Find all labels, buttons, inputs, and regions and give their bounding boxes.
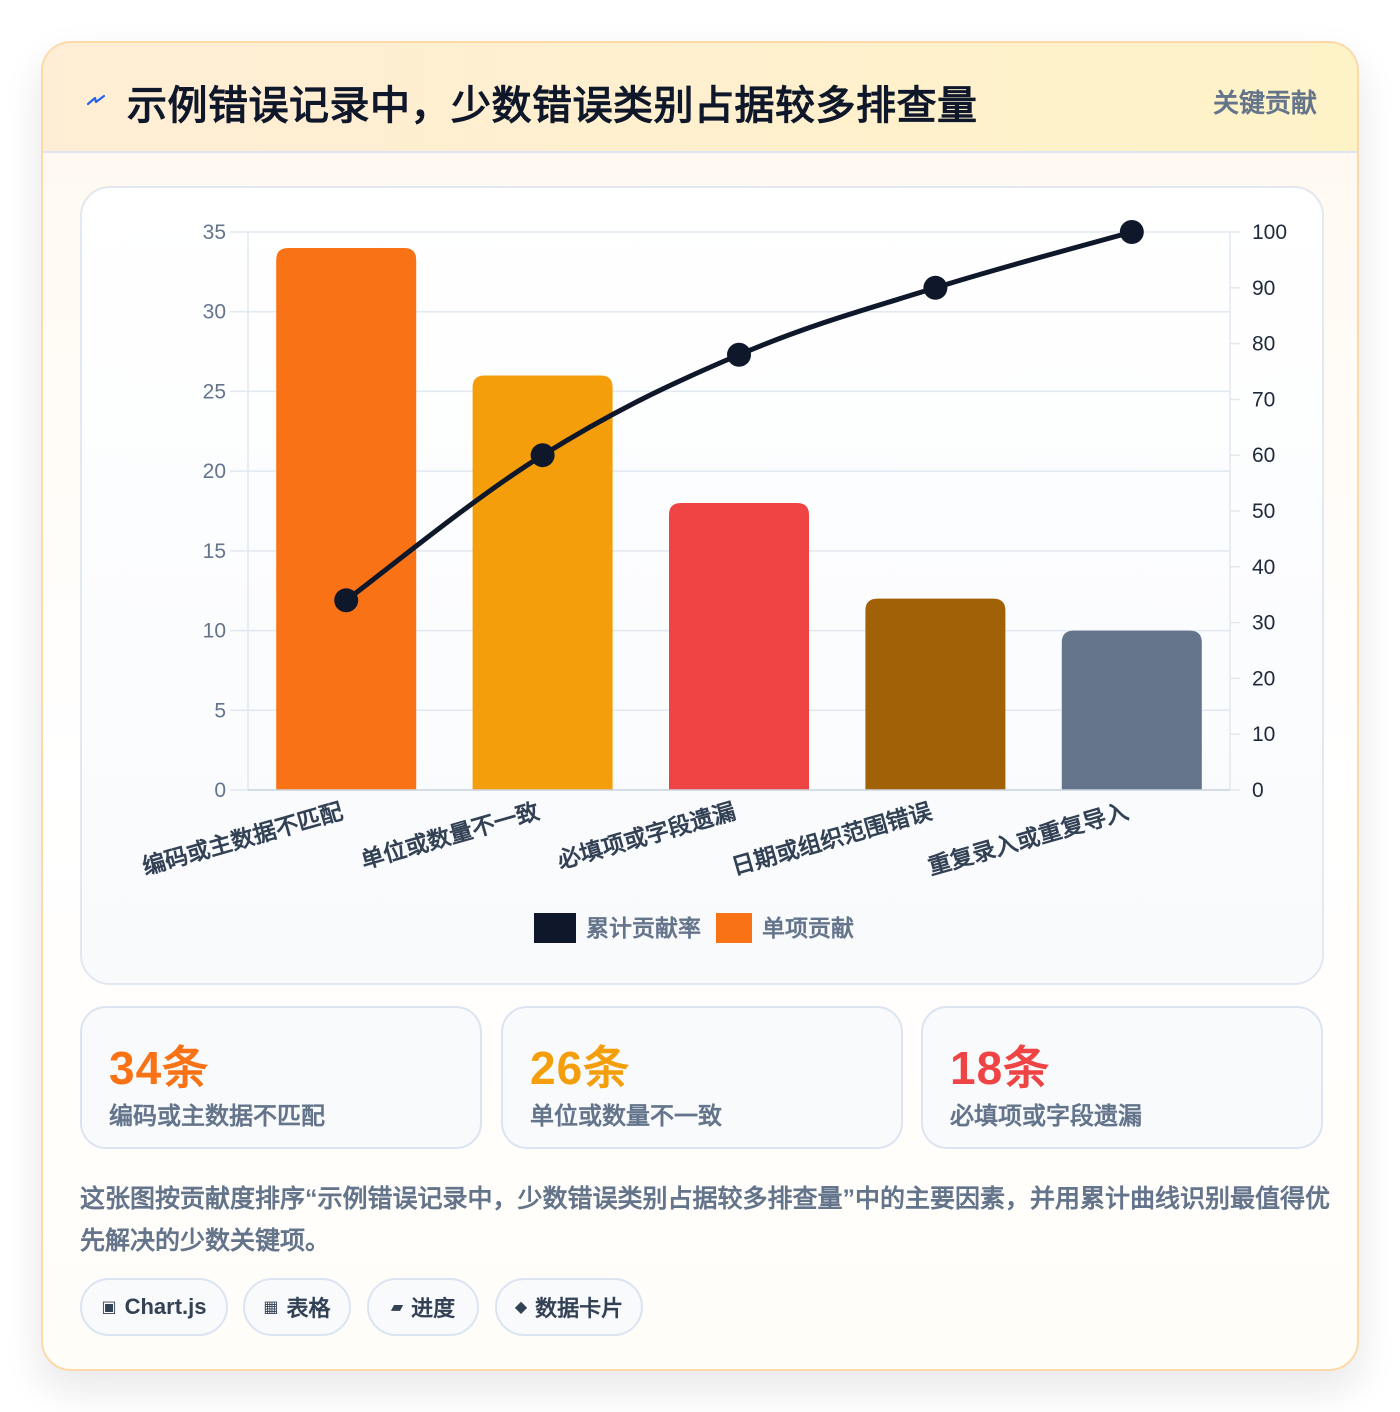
chart-icon: ▣ [101, 1299, 117, 1316]
y-right-tick-label: 10 [1252, 723, 1275, 746]
cumulative-point [923, 275, 948, 300]
y-right-tick-label: 0 [1252, 779, 1264, 802]
chart-description: 这张图按贡献度排序“示例错误记录中，少数错误类别占据较多排查量”中的主要因素，并… [80, 1185, 1331, 1255]
y-left-tick-label: 35 [203, 221, 226, 244]
legend-swatch [534, 913, 576, 943]
y-left-tick-label: 25 [203, 380, 226, 403]
legend-label: 单项贡献 [762, 915, 854, 941]
y-left-tick-label: 15 [203, 540, 226, 563]
stat-value: 26条 [530, 1042, 631, 1094]
y-right-tick-label: 50 [1252, 500, 1275, 523]
x-tick-label: 必填项或字段遗漏 [554, 798, 738, 874]
diamond-icon: ◆ [514, 1299, 528, 1316]
bar [1061, 630, 1202, 790]
stat-value: 34条 [109, 1042, 210, 1094]
x-tick-label: 重复录入或重复导入 [925, 798, 1131, 880]
y-right-tick-label: 80 [1252, 333, 1275, 356]
x-tick-label: 单位或数量不一致 [358, 798, 543, 874]
chip-data-card[interactable]: ◆ 数据卡片 [495, 1278, 643, 1336]
pareto-chart: 0 5 10 15 20 25 30 35 0 10 20 30 40 50 60 70 80 90 100 编码或主… [139, 220, 1287, 943]
y-left-tick-label: 10 [203, 620, 226, 643]
y-right-tick-label: 30 [1252, 612, 1275, 635]
cumulative-point [530, 443, 555, 468]
lightning-icon [86, 94, 106, 106]
y-left-tick-label: 0 [214, 779, 226, 802]
x-tick-label: 编码或主数据不匹配 [139, 798, 345, 880]
cumulative-point [727, 342, 751, 367]
stat-card-3: 18条 必填项或字段遗漏 [921, 1006, 1323, 1149]
stat-card-1: 34条 编码或主数据不匹配 [80, 1006, 482, 1149]
y-left-tick-label: 30 [203, 301, 226, 324]
legend-swatch [716, 913, 752, 943]
cumulative-point [1119, 220, 1144, 244]
chip-label: 进度 [411, 1296, 456, 1321]
stat-label: 必填项或字段遗漏 [950, 1103, 1142, 1130]
progress-icon: ▰ [390, 1299, 404, 1316]
y-right-tick-label: 70 [1252, 388, 1275, 411]
y-right-tick-label: 40 [1252, 556, 1275, 579]
chip-chartjs[interactable]: ▣ Chart.js [80, 1278, 228, 1336]
y-left-tick-label: 20 [203, 460, 226, 483]
stat-label: 编码或主数据不匹配 [109, 1103, 325, 1130]
stat-value: 18条 [950, 1042, 1051, 1094]
pareto-card: 示例错误记录中，少数错误类别占据较多排查量 关键贡献 0 5 10 15 20 25 30 3… [41, 41, 1359, 1371]
chip-progress[interactable]: ▰ 进度 [367, 1278, 479, 1336]
y-right-tick-label: 90 [1252, 277, 1275, 300]
bar [472, 375, 613, 790]
page-title: 示例错误记录中，少数错误类别占据较多排查量 [127, 84, 978, 128]
table-icon: ▦ [263, 1299, 279, 1316]
chart-panel: 0 5 10 15 20 25 30 35 0 10 20 30 40 50 60 70 80 90 100 编码或主… [80, 186, 1324, 985]
stat-label: 单位或数量不一致 [530, 1103, 722, 1130]
y-right-tick-label: 60 [1252, 444, 1275, 467]
cumulative-point [334, 588, 359, 613]
y-left-tick-label: 5 [214, 699, 226, 722]
chip-label: 表格 [286, 1296, 331, 1321]
bar [276, 247, 417, 790]
header-tag: 关键贡献 [1212, 88, 1317, 118]
chip-label: 数据卡片 [535, 1296, 624, 1321]
chip-table[interactable]: ▦ 表格 [243, 1278, 351, 1336]
stat-card-2: 26条 单位或数量不一致 [501, 1006, 903, 1149]
bar [865, 598, 1006, 790]
y-right-tick-label: 20 [1252, 667, 1275, 690]
x-tick-label: 日期或组织范围错误 [729, 798, 936, 880]
legend-label: 累计贡献率 [586, 915, 701, 941]
chip-label: Chart.js [124, 1294, 207, 1319]
card-header: 示例错误记录中，少数错误类别占据较多排查量 关键贡献 [43, 43, 1357, 153]
bar [669, 503, 809, 790]
y-right-tick-label: 100 [1252, 221, 1287, 244]
